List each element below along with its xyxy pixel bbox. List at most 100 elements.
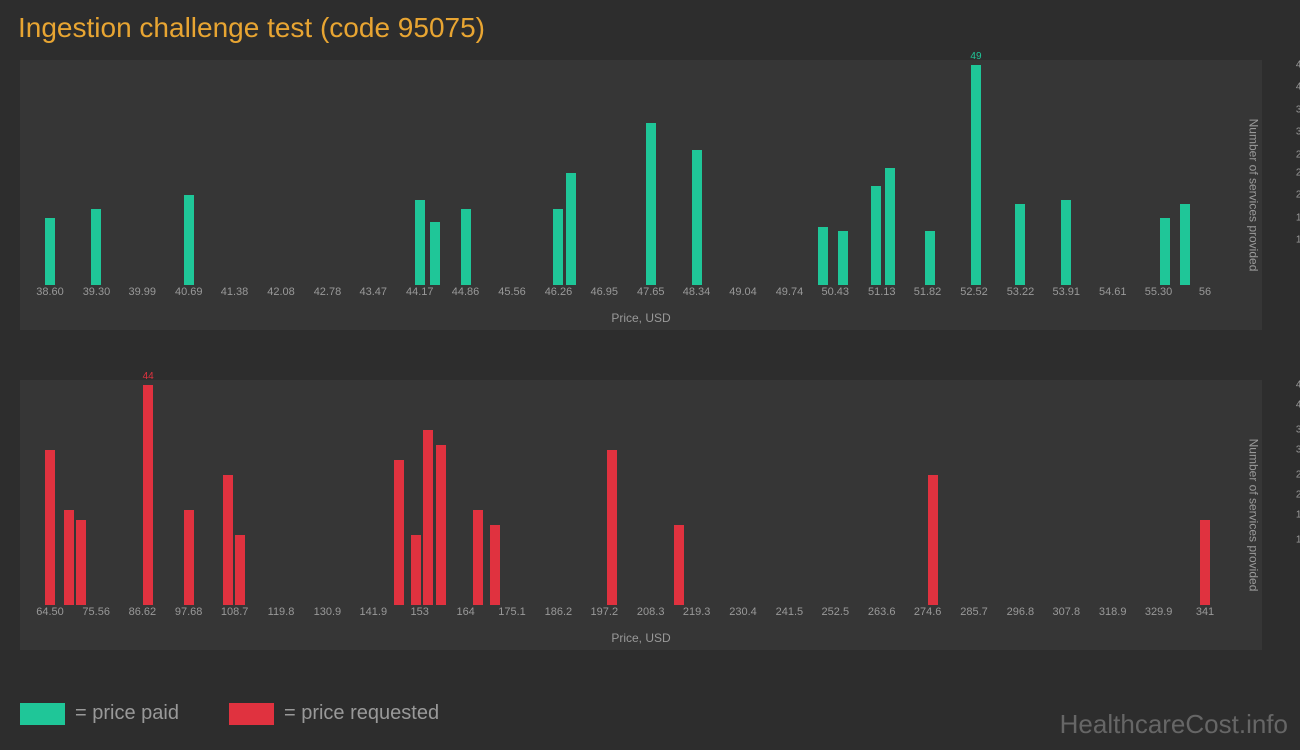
x-tick-label: 55.30	[1145, 286, 1173, 298]
bar	[436, 445, 446, 605]
bar: 49	[971, 65, 981, 285]
bar	[1200, 520, 1210, 605]
bar	[64, 510, 74, 605]
bar	[692, 150, 702, 285]
bar	[430, 222, 440, 285]
x-tick-label: 241.5	[776, 606, 804, 618]
x-tick-label: 42.78	[314, 286, 342, 298]
legend-item-requested: = price requested	[229, 702, 439, 725]
top-y-axis-label: Number of services provided	[1247, 119, 1261, 272]
bar	[1015, 204, 1025, 285]
watermark: HealthcareCost.info	[1060, 709, 1288, 740]
bar	[423, 430, 433, 605]
x-tick-label: 219.3	[683, 606, 711, 618]
y-tick-label: 18	[1296, 510, 1300, 521]
bar	[45, 450, 55, 605]
bar	[45, 218, 55, 285]
bar	[925, 231, 935, 285]
y-tick-label: 39	[1296, 104, 1300, 115]
x-tick-label: 40.69	[175, 286, 203, 298]
y-tick-label: 44	[1296, 380, 1300, 391]
bar	[415, 200, 425, 285]
x-tick-label: 274.6	[914, 606, 942, 618]
bar-value-label: 44	[143, 371, 154, 382]
x-tick-label: 49.04	[729, 286, 757, 298]
bar: 44	[143, 385, 153, 605]
x-tick-label: 50.43	[822, 286, 850, 298]
x-tick-label: 64.50	[36, 606, 64, 618]
x-tick-label: 208.3	[637, 606, 665, 618]
x-tick-label: 39.30	[83, 286, 111, 298]
bar	[91, 209, 101, 285]
x-tick-label: 175.1	[498, 606, 526, 618]
x-tick-label: 341	[1196, 606, 1214, 618]
x-tick-label: 153	[410, 606, 428, 618]
x-tick-label: 53.22	[1007, 286, 1035, 298]
x-tick-label: 49.74	[776, 286, 804, 298]
x-tick-label: 45.56	[498, 286, 526, 298]
y-tick-label: 31	[1296, 445, 1300, 456]
legend-swatch-paid	[20, 703, 65, 725]
bar	[674, 525, 684, 605]
bar	[607, 450, 617, 605]
bar	[473, 510, 483, 605]
x-tick-label: 42.08	[267, 286, 295, 298]
x-tick-label: 43.47	[360, 286, 388, 298]
bar	[76, 520, 86, 605]
chart-title: Ingestion challenge test (code 95075)	[0, 0, 1300, 56]
y-tick-label: 35	[1296, 425, 1300, 436]
top-plot-area: 49	[50, 65, 1205, 285]
x-tick-label: 296.8	[1007, 606, 1035, 618]
bar	[818, 227, 828, 285]
x-tick-label: 130.9	[314, 606, 342, 618]
x-tick-label: 164	[456, 606, 474, 618]
x-tick-label: 53.91	[1053, 286, 1081, 298]
x-tick-label: 46.26	[545, 286, 573, 298]
bar	[928, 475, 938, 605]
x-tick-label: 56	[1199, 286, 1211, 298]
x-tick-label: 47.65	[637, 286, 665, 298]
x-tick-label: 263.6	[868, 606, 896, 618]
bar	[1160, 218, 1170, 285]
y-tick-label: 20	[1296, 190, 1300, 201]
y-tick-label: 34	[1296, 127, 1300, 138]
x-tick-label: 44.17	[406, 286, 434, 298]
bar	[490, 525, 500, 605]
x-tick-label: 54.61	[1099, 286, 1127, 298]
x-tick-label: 46.95	[591, 286, 619, 298]
bar	[184, 510, 194, 605]
bar	[184, 195, 194, 285]
x-tick-label: 41.38	[221, 286, 249, 298]
bottom-y-axis: 491318222631354044	[1277, 385, 1300, 605]
bar	[411, 535, 421, 605]
bar	[838, 231, 848, 285]
top-chart-panel: 49 38.6039.3039.9940.6941.3842.0842.7843…	[20, 60, 1262, 330]
x-tick-label: 108.7	[221, 606, 249, 618]
y-tick-label: 10	[1296, 235, 1300, 246]
bottom-x-axis: 64.5075.5686.6297.68108.7119.8130.9141.9…	[50, 606, 1205, 622]
bar	[646, 123, 656, 285]
x-tick-label: 119.8	[268, 606, 295, 618]
x-tick-label: 51.82	[914, 286, 942, 298]
top-y-axis: 5101520252934394449	[1277, 65, 1300, 285]
legend-swatch-requested	[229, 703, 274, 725]
x-tick-label: 97.68	[175, 606, 203, 618]
bar	[1180, 204, 1190, 285]
x-tick-label: 186.2	[545, 606, 573, 618]
x-tick-label: 52.52	[960, 286, 988, 298]
bar	[566, 173, 576, 285]
y-tick-label: 13	[1296, 535, 1300, 546]
x-tick-label: 230.4	[729, 606, 757, 618]
bottom-y-axis-label: Number of services provided	[1247, 439, 1261, 592]
x-tick-label: 75.56	[82, 606, 110, 618]
x-tick-label: 329.9	[1145, 606, 1173, 618]
bar-value-label: 49	[970, 51, 981, 62]
legend-label-requested: = price requested	[284, 702, 439, 725]
x-tick-label: 38.60	[36, 286, 64, 298]
x-tick-label: 51.13	[868, 286, 896, 298]
bar	[885, 168, 895, 285]
x-tick-label: 197.2	[591, 606, 619, 618]
legend-label-paid: = price paid	[75, 702, 179, 725]
bottom-plot-area: 44	[50, 385, 1205, 605]
x-tick-label: 318.9	[1099, 606, 1127, 618]
